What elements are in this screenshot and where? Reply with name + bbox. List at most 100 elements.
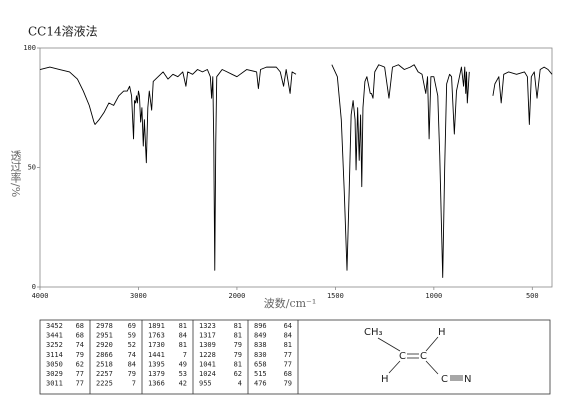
peak-transmittance: 4 xyxy=(238,380,242,388)
peak-transmittance: 64 xyxy=(284,322,292,330)
peak-wavenumber: 2978 xyxy=(96,322,113,330)
x-axis-label: 波数/cm⁻¹ xyxy=(264,297,317,310)
peak-transmittance: 84 xyxy=(284,332,292,340)
peak-wavenumber: 2920 xyxy=(96,341,113,349)
peak-wavenumber: 1317 xyxy=(199,332,216,340)
peak-wavenumber: 3452 xyxy=(46,322,63,330)
x-tick-label: 2000 xyxy=(228,292,245,300)
x-tick-label: 4000 xyxy=(32,292,49,300)
peak-wavenumber: 1323 xyxy=(199,322,216,330)
peak-transmittance: 69 xyxy=(128,322,136,330)
peak-wavenumber: 1763 xyxy=(148,332,165,340)
peak-wavenumber: 1730 xyxy=(148,341,165,349)
peak-transmittance: 79 xyxy=(76,351,84,359)
bond xyxy=(377,337,401,352)
peak-transmittance: 49 xyxy=(179,360,187,368)
peak-transmittance: 74 xyxy=(76,341,84,349)
peak-transmittance: 79 xyxy=(234,351,242,359)
peak-wavenumber: 1395 xyxy=(148,360,165,368)
peak-transmittance: 7 xyxy=(183,351,187,359)
peak-transmittance: 81 xyxy=(234,360,242,368)
spectrum-line xyxy=(39,64,553,278)
atom: H xyxy=(438,327,446,338)
x-tick-label: 3000 xyxy=(130,292,147,300)
peak-wavenumber: 2866 xyxy=(96,351,113,359)
peak-wavenumber: 2225 xyxy=(96,380,113,388)
peak-transmittance: 7 xyxy=(132,380,136,388)
peak-transmittance: 77 xyxy=(76,380,84,388)
peak-wavenumber: 2518 xyxy=(96,360,113,368)
peak-transmittance: 68 xyxy=(76,332,84,340)
bond xyxy=(425,336,439,352)
peak-wavenumber: 838 xyxy=(254,341,267,349)
peak-wavenumber: 849 xyxy=(254,332,267,340)
peak-wavenumber: 1441 xyxy=(148,351,165,359)
peak-wavenumber: 3114 xyxy=(46,351,63,359)
structure: CH₃ H C C H C N xyxy=(364,327,471,385)
peak-transmittance: 53 xyxy=(179,370,187,378)
peak-wavenumber: 3050 xyxy=(46,360,63,368)
peak-wavenumber: 3029 xyxy=(46,370,63,378)
peak-wavenumber: 658 xyxy=(254,360,267,368)
x-tick-label: 1000 xyxy=(425,292,442,300)
peak-transmittance: 77 xyxy=(76,370,84,378)
peak-transmittance: 79 xyxy=(284,380,292,388)
peak-wavenumber: 1228 xyxy=(199,351,216,359)
peak-transmittance: 77 xyxy=(284,360,292,368)
peak-transmittance: 81 xyxy=(234,332,242,340)
peak-wavenumber: 830 xyxy=(254,351,267,359)
y-tick-label: 0 xyxy=(32,283,36,291)
peak-wavenumber: 2257 xyxy=(96,370,113,378)
peak-wavenumber: 3252 xyxy=(46,341,63,349)
bond xyxy=(425,360,439,375)
peak-transmittance: 68 xyxy=(284,370,292,378)
peak-transmittance: 68 xyxy=(76,322,84,330)
peak-transmittance: 62 xyxy=(76,360,84,368)
peak-wavenumber: 1309 xyxy=(199,341,216,349)
peak-transmittance: 74 xyxy=(128,351,136,359)
bond xyxy=(388,360,401,374)
peak-transmittance: 84 xyxy=(179,332,187,340)
peak-transmittance: 62 xyxy=(234,370,242,378)
peak-wavenumber: 2951 xyxy=(96,332,113,340)
peak-wavenumber: 1041 xyxy=(199,360,216,368)
peak-transmittance: 79 xyxy=(234,341,242,349)
peak-transmittance: 59 xyxy=(128,332,136,340)
peak-table-frame xyxy=(39,319,551,395)
y-axis-label: 透过率/% xyxy=(9,150,22,197)
peak-wavenumber: 3441 xyxy=(46,332,63,340)
chart-title: CC14溶液法 xyxy=(28,24,98,39)
plot-area: 4000 3000 2000 1500 1000 500 0 50 100 xyxy=(23,44,553,300)
atom: N xyxy=(464,374,471,385)
peak-wavenumber: 955 xyxy=(199,380,212,388)
peak-transmittance: 84 xyxy=(128,360,136,368)
atom: CH₃ xyxy=(364,327,383,338)
peak-transmittance: 77 xyxy=(284,351,292,359)
peak-wavenumber: 476 xyxy=(254,380,267,388)
peak-transmittance: 81 xyxy=(284,341,292,349)
peak-transmittance: 81 xyxy=(234,322,242,330)
atom: C xyxy=(399,351,406,362)
peak-wavenumber: 1379 xyxy=(148,370,165,378)
peak-wavenumber: 3011 xyxy=(46,380,63,388)
peak-wavenumber: 896 xyxy=(254,322,267,330)
peak-transmittance: 42 xyxy=(179,380,187,388)
y-tick-label: 100 xyxy=(23,44,36,52)
peak-transmittance: 79 xyxy=(128,370,136,378)
peak-wavenumber: 1024 xyxy=(199,370,216,378)
atom: C xyxy=(420,351,427,362)
peak-wavenumber: 1891 xyxy=(148,322,165,330)
x-tick-label: 1500 xyxy=(327,292,344,300)
peak-transmittance: 81 xyxy=(179,341,187,349)
atom: H xyxy=(381,374,389,385)
x-tick-label: 500 xyxy=(526,292,539,300)
atom: C xyxy=(441,374,448,385)
y-tick-label: 50 xyxy=(28,164,36,172)
peak-wavenumber: 515 xyxy=(254,370,267,378)
peak-wavenumber: 1366 xyxy=(148,380,165,388)
plot-frame xyxy=(39,47,553,288)
peak-transmittance: 52 xyxy=(128,341,136,349)
peak-transmittance: 81 xyxy=(179,322,187,330)
